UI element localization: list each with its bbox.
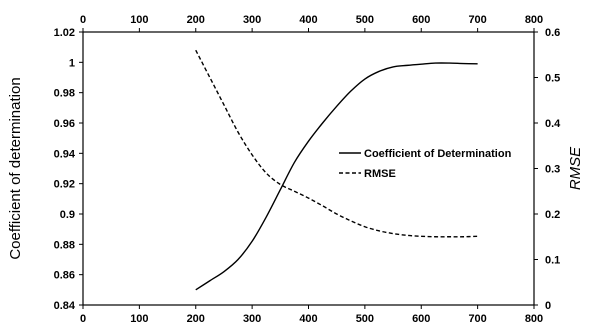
y-left-tick-label: 0.84 — [54, 300, 76, 312]
x-tick-label-bottom: 800 — [525, 313, 543, 325]
legend-label-coefficient: Coefficient of Determination — [364, 148, 512, 160]
y-left-tick-label: 0.92 — [54, 179, 75, 191]
series-line-coefficient — [195, 62, 478, 291]
y-right-tick-label: 0.5 — [545, 73, 560, 85]
y-right-tick-label: 0.2 — [545, 209, 560, 221]
x-tick-label-top: 700 — [468, 14, 486, 26]
y-right-tick-label: 0.3 — [545, 164, 560, 176]
x-tick-label-top: 0 — [80, 14, 86, 26]
y-right-tick-label: 0 — [545, 300, 551, 312]
y-left-tick-label: 0.9 — [60, 209, 75, 221]
legend: Coefficient of Determination RMSE — [339, 148, 512, 180]
y-axis-left-label: Coefficient of determination — [7, 77, 24, 259]
x-tick-label-top: 400 — [299, 14, 317, 26]
y-right-tick-label: 0.4 — [545, 118, 561, 130]
x-tick-label-top: 200 — [187, 14, 205, 26]
y-left-tick-label: 0.86 — [54, 270, 75, 282]
x-tick-label-top: 500 — [356, 14, 374, 26]
y-left-tick-label: 0.96 — [54, 118, 75, 130]
y-left-tick-label: 0.94 — [54, 148, 76, 160]
y-left-tick-label: 1.02 — [54, 27, 75, 39]
y-axis-right-label: RMSE — [567, 146, 584, 190]
x-tick-label-bottom: 0 — [80, 313, 86, 325]
y-right-tick-label: 0.6 — [545, 27, 560, 39]
plot-frame — [82, 31, 535, 306]
x-tick-label-bottom: 600 — [412, 313, 430, 325]
x-tick-label-top: 100 — [130, 14, 148, 26]
x-tick-label-bottom: 300 — [243, 313, 261, 325]
x-tick-label-bottom: 400 — [299, 313, 317, 325]
x-tick-label-bottom: 500 — [356, 313, 374, 325]
series-layer — [195, 49, 478, 291]
x-tick-label-top: 600 — [412, 14, 430, 26]
axes-layer: 0 0 100 100 200 200 300 300 400 400 500 500 600 600 70… — [54, 14, 562, 325]
y-right-tick-label: 0.1 — [545, 255, 560, 267]
legend-label-rmse: RMSE — [364, 168, 396, 180]
y-left-tick-label: 1 — [69, 57, 75, 69]
x-tick-label-bottom: 200 — [187, 313, 205, 325]
x-tick-label-top: 300 — [243, 14, 261, 26]
x-tick-label-bottom: 100 — [130, 313, 148, 325]
x-tick-label-bottom: 700 — [468, 313, 486, 325]
y-left-tick-label: 0.88 — [54, 239, 75, 251]
x-tick-label-top: 800 — [525, 14, 543, 26]
series-line-rmse — [195, 49, 478, 238]
y-left-tick-label: 0.98 — [54, 88, 75, 100]
